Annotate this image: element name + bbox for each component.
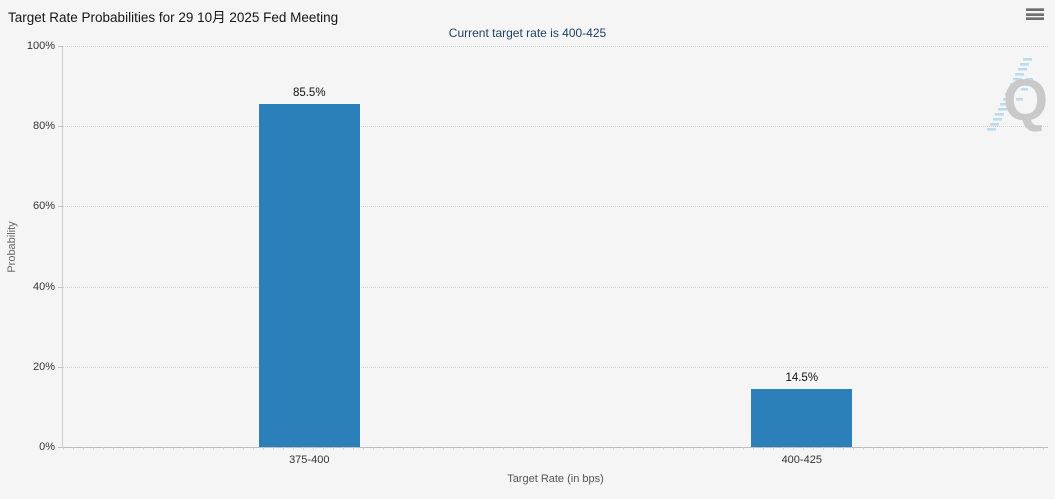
hamburger-bar (1026, 17, 1044, 20)
chart-subtitle: Current target rate is 400-425 (448, 26, 607, 40)
y-tick-label-80: 80% (32, 120, 55, 133)
bar-value-label-400-425: 14.5% (785, 371, 819, 384)
bar-value-label-375-400: 85.5% (292, 87, 326, 100)
x-axis-title: Target Rate (in bps) (507, 473, 604, 485)
hamburger-bar (1026, 8, 1044, 11)
gridline-60 (63, 206, 1048, 208)
y-axis-title: Probability (6, 221, 18, 273)
y-tick-mark-100 (58, 46, 63, 47)
y-tick-label-100: 100% (26, 40, 55, 52)
gridline-100 (63, 46, 1048, 47)
hamburger-bar (1026, 12, 1044, 16)
y-tick-label-20: 20% (32, 360, 55, 373)
y-tick-label-40: 40% (32, 280, 55, 293)
bar-375-400 (258, 104, 360, 447)
chart-title: Target Rate Probabilities for 29 10月 202… (8, 10, 339, 25)
hamburger-menu-icon[interactable] (1026, 8, 1044, 22)
x-tick-label-375-400: 375-400 (289, 454, 330, 466)
y-tick-mark-40 (58, 286, 63, 288)
y-tick-mark-20 (58, 366, 63, 368)
y-tick-label-60: 60% (32, 200, 55, 213)
bar-400-425 (751, 388, 853, 447)
x-tick-label-400-425: 400-425 (781, 454, 822, 466)
y-tick-label-0: 0% (39, 441, 55, 453)
gridline-20 (63, 366, 1048, 368)
gridline-80 (63, 126, 1048, 128)
y-tick-mark-80 (58, 126, 63, 128)
y-tick-mark-0 (58, 447, 63, 448)
y-tick-mark-60 (58, 206, 63, 208)
x-axis-minor-ticks (63, 447, 1048, 450)
gridline-40 (63, 286, 1048, 288)
plot-area: Target Rate (in bps) 0% 20% 40% 60% 80% 100% 8… (27, 40, 1048, 485)
